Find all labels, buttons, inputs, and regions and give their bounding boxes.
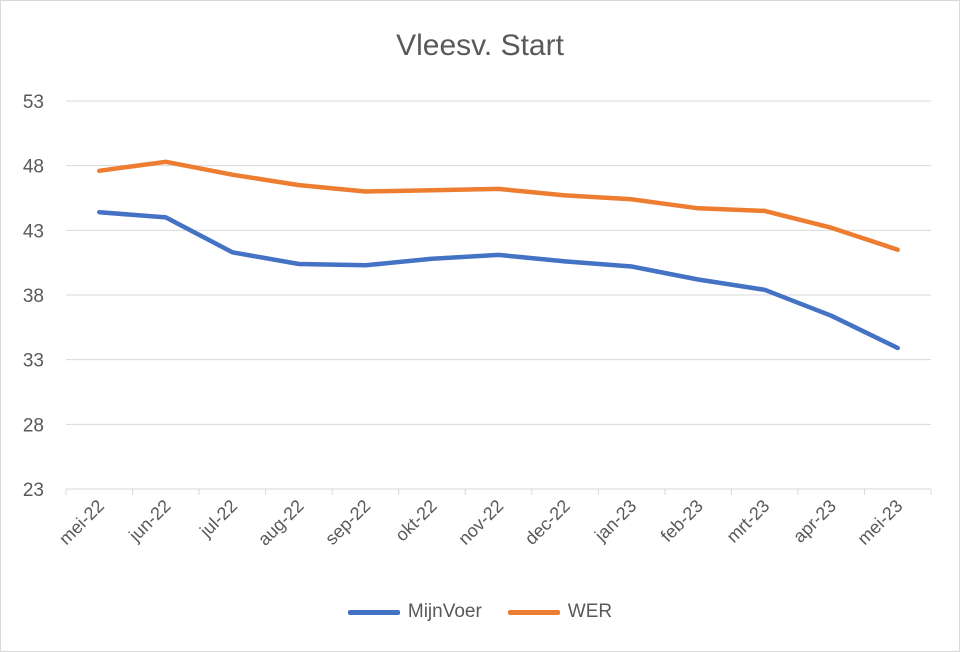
legend-label: MijnVoer bbox=[407, 601, 482, 622]
y-tick-label: 53 bbox=[23, 92, 44, 113]
legend-swatch bbox=[347, 609, 400, 615]
x-tick-label: jul-22 bbox=[195, 496, 241, 542]
y-tick-label: 33 bbox=[23, 351, 44, 372]
x-tick-label: nov-22 bbox=[454, 496, 507, 549]
legend-swatch bbox=[507, 609, 560, 615]
chart-title: Vleesv. Start bbox=[396, 29, 564, 62]
x-tick-label: feb-23 bbox=[657, 496, 707, 546]
y-tick-label: 43 bbox=[23, 221, 44, 242]
x-tick-label: okt-22 bbox=[391, 496, 441, 546]
series-line-mijnvoer bbox=[97, 209, 900, 351]
legend-label: WER bbox=[567, 601, 613, 622]
x-tick-label: sep-22 bbox=[321, 496, 374, 549]
x-tick-label: mrt-23 bbox=[723, 496, 774, 547]
legend: MijnVoer WER bbox=[1, 601, 959, 623]
x-tick-label: jan-23 bbox=[590, 496, 640, 546]
x-tick-label: aug-22 bbox=[254, 496, 308, 550]
y-tick-label: 28 bbox=[23, 415, 44, 436]
legend-item-wer: WER bbox=[507, 601, 613, 623]
y-tick-label: 38 bbox=[23, 286, 44, 307]
series-line-wer bbox=[97, 159, 900, 252]
x-tick-label: jun-22 bbox=[124, 496, 174, 546]
x-tick-label: apr-23 bbox=[789, 496, 840, 547]
y-tick-label: 48 bbox=[23, 157, 44, 178]
x-tick-label: mei-23 bbox=[854, 496, 907, 549]
x-tick-label: dec-22 bbox=[521, 496, 574, 549]
x-tick-label: mei-22 bbox=[55, 496, 108, 549]
legend-item-mijnvoer: MijnVoer bbox=[347, 601, 482, 623]
y-tick-label: 23 bbox=[23, 480, 44, 501]
